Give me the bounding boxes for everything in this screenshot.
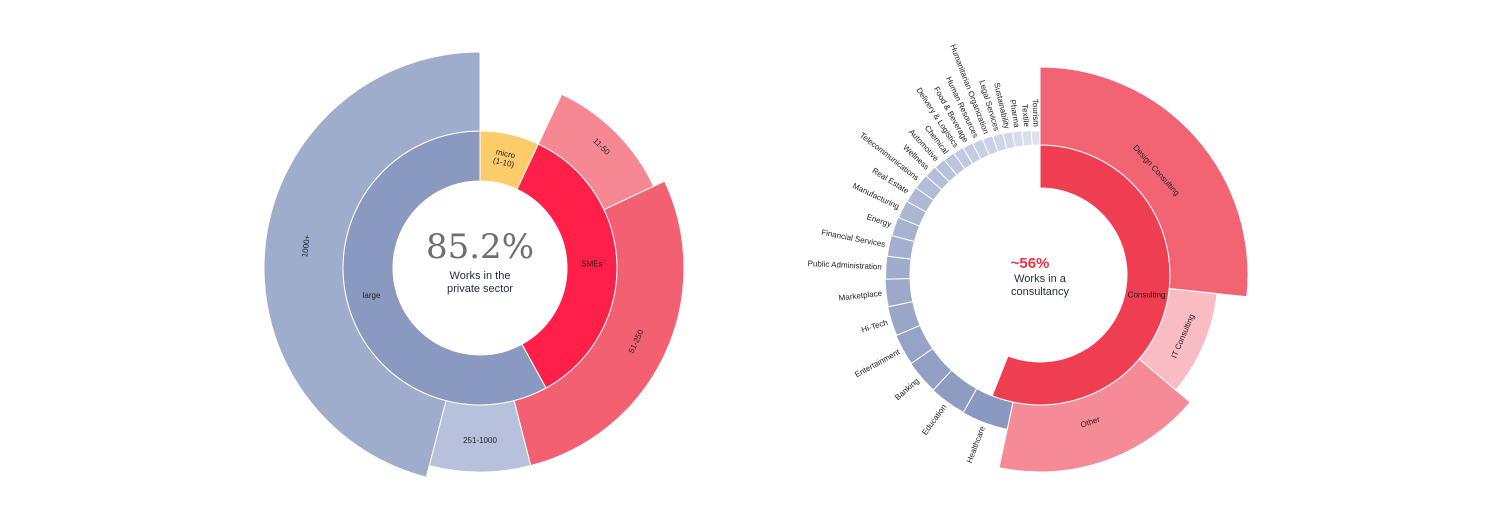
outer-label-financial-services: Financial Services — [821, 228, 886, 249]
outer-slice-public-administration — [885, 255, 912, 280]
outer-label-textile: Textile — [1020, 104, 1031, 128]
outer-label-hi-tech: Hi-Tech — [860, 318, 889, 335]
center-hole — [954, 189, 1126, 361]
outer-slice-1000 — [263, 51, 481, 478]
outer-slice-textile — [1021, 129, 1033, 147]
outer-label-1000: 1000+ — [300, 234, 312, 258]
inner-label-smes: SMEs — [581, 260, 602, 269]
center-caption-line: consultancy — [1011, 286, 1070, 298]
outer-slice-marketplace — [884, 277, 914, 308]
outer-slice-other — [998, 358, 1191, 473]
inner-label-large: large — [363, 291, 381, 300]
outer-label-education: Education — [920, 403, 948, 437]
center-value: 85.2% — [426, 227, 534, 267]
outer-slice-51-250 — [513, 180, 685, 467]
outer-label-marketplace: Marketplace — [838, 289, 883, 303]
center-caption-line: Works in a — [1014, 273, 1067, 285]
outer-slice-design-consulting — [1039, 66, 1249, 298]
center-caption-line: private sector — [447, 283, 513, 295]
outer-label-entertainment: Entertainment — [853, 347, 902, 379]
outer-label-tourism: Tourism — [1031, 99, 1041, 128]
inner-label-consulting: Consulting — [1128, 290, 1166, 299]
private-sector-sunburst: micro(1-10)SMEslarge11-5051-250251-10001… — [263, 51, 685, 478]
outer-label-public-administration: Public Administration — [807, 259, 882, 272]
center-caption-line: Works in the — [450, 270, 511, 282]
outer-label-energy: Energy — [866, 212, 893, 229]
center-hole — [394, 182, 566, 354]
outer-label-banking: Banking — [893, 376, 921, 402]
outer-label-healthcare: Healthcare — [965, 424, 987, 464]
outer-label-pharma: Pharma — [1008, 99, 1021, 129]
center-value: ~56% — [1011, 255, 1050, 272]
outer-slice-tourism — [1030, 130, 1041, 146]
outer-label-251-1000: 251-1000 — [463, 436, 497, 445]
